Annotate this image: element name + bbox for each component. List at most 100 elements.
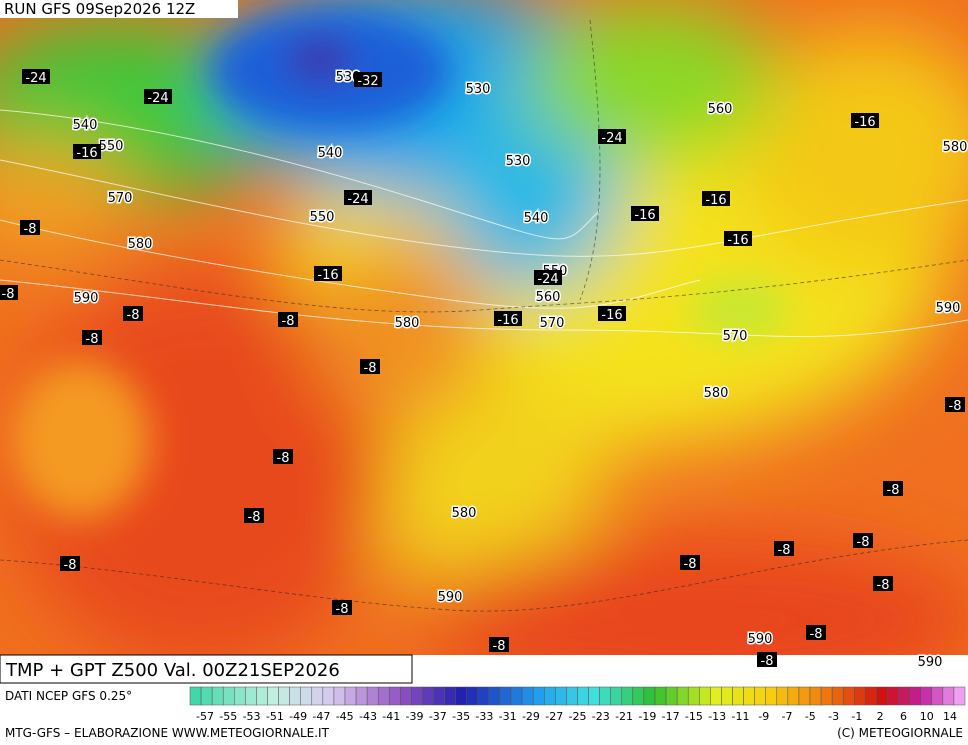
colorbar-label: -23 bbox=[592, 710, 610, 723]
colorbar-swatch bbox=[732, 686, 744, 706]
colorbar-swatch bbox=[333, 686, 346, 706]
colorbar-label: -55 bbox=[219, 710, 237, 723]
colorbar-swatch bbox=[942, 686, 955, 706]
credit-label: MTG-GFS – ELABORAZIONE WWW.METEOGIORNALE… bbox=[5, 726, 330, 740]
colorbar-swatch bbox=[189, 686, 202, 706]
colorbar-swatch bbox=[765, 686, 778, 706]
colorbar-swatch bbox=[599, 686, 611, 706]
colorbar-swatch bbox=[621, 686, 634, 706]
label-box bbox=[945, 397, 965, 412]
colorbar-swatch bbox=[355, 686, 368, 706]
label-box bbox=[598, 306, 626, 321]
colorbar-label: -33 bbox=[475, 710, 493, 723]
label-box bbox=[332, 600, 352, 615]
temperature-label: -16 bbox=[601, 308, 622, 323]
label-box bbox=[598, 129, 626, 144]
height-label: 530 bbox=[506, 154, 531, 169]
height-label: 540 bbox=[524, 211, 549, 226]
label-box bbox=[806, 625, 826, 640]
colorbar-label: -13 bbox=[708, 710, 726, 723]
colorbar-swatch bbox=[510, 686, 523, 706]
source-label: DATI NCEP GFS 0.25° bbox=[5, 689, 132, 703]
colorbar-swatch bbox=[820, 686, 833, 706]
colorbar-swatch bbox=[466, 686, 479, 706]
colorbar-swatch bbox=[643, 686, 656, 706]
temperature-label: -8 bbox=[86, 332, 99, 347]
label-box bbox=[22, 69, 50, 84]
temperature-label: -8 bbox=[127, 308, 140, 323]
label-box bbox=[273, 449, 293, 464]
colorbar-swatch bbox=[278, 686, 290, 706]
colorbar-swatch bbox=[234, 686, 246, 706]
label-box bbox=[534, 270, 562, 285]
copyright-label: (C) METEOGIORNALE bbox=[837, 726, 963, 740]
label-box bbox=[123, 306, 143, 321]
colorbar-label: -53 bbox=[243, 710, 261, 723]
label-box bbox=[344, 190, 372, 205]
colorbar-swatch bbox=[665, 686, 678, 706]
colorbar-swatch bbox=[676, 686, 689, 706]
colorbar-swatch bbox=[344, 686, 357, 706]
label-box bbox=[73, 144, 101, 159]
label-box bbox=[680, 555, 700, 570]
colorbar-label: -39 bbox=[406, 710, 424, 723]
run-label: RUN GFS 09Sep2026 12Z bbox=[4, 0, 195, 18]
label-box bbox=[360, 359, 380, 374]
height-label: 550 bbox=[310, 210, 335, 225]
height-label: 570 bbox=[723, 329, 748, 344]
colorbar-swatch bbox=[422, 686, 434, 706]
map-title: TMP + GPT Z500 Val. 00Z21SEP2026 bbox=[5, 660, 340, 681]
colorbar-label: -49 bbox=[289, 710, 307, 723]
colorbar-swatch bbox=[610, 686, 623, 706]
height-label: 550 bbox=[99, 139, 124, 154]
label-box bbox=[883, 481, 903, 496]
colorbar-swatch bbox=[289, 686, 301, 706]
colorbar-label: -9 bbox=[758, 710, 769, 723]
colorbar-swatch bbox=[200, 686, 213, 706]
height-label: 580 bbox=[452, 506, 477, 521]
colorbar-swatch bbox=[687, 686, 700, 706]
height-label: 580 bbox=[943, 140, 968, 155]
colorbar-swatch bbox=[455, 686, 468, 706]
label-box bbox=[631, 206, 659, 221]
label-box bbox=[873, 576, 893, 591]
colorbar-swatch bbox=[699, 686, 711, 706]
temperature-label: -8 bbox=[877, 578, 890, 593]
colorbar-swatch bbox=[400, 686, 412, 706]
colorbar-label: -29 bbox=[522, 710, 540, 723]
height-label: 560 bbox=[708, 102, 733, 117]
label-box bbox=[489, 637, 509, 652]
colorbar-swatch bbox=[477, 686, 490, 706]
label-box bbox=[244, 508, 264, 523]
colorbar-swatch bbox=[499, 686, 512, 706]
label-box bbox=[702, 191, 730, 206]
temperature-label: -8 bbox=[887, 483, 900, 498]
colorbar-swatch bbox=[632, 686, 645, 706]
colorbar-swatch bbox=[322, 686, 335, 706]
label-box bbox=[494, 311, 522, 326]
height-label: 580 bbox=[704, 386, 729, 401]
colorbar-label: -5 bbox=[805, 710, 816, 723]
temperature-label: -16 bbox=[727, 233, 748, 248]
colorbar-label: 10 bbox=[920, 710, 934, 723]
temperature-label: -8 bbox=[810, 627, 823, 642]
height-label: 530 bbox=[466, 82, 491, 97]
temperature-label: -16 bbox=[497, 313, 518, 328]
colorbar-label: -51 bbox=[266, 710, 284, 723]
height-label: 570 bbox=[540, 316, 565, 331]
colorbar-label: -45 bbox=[336, 710, 354, 723]
colorbar-swatch bbox=[300, 686, 313, 706]
colorbar-swatch bbox=[411, 686, 423, 706]
colorbar-swatch bbox=[544, 686, 556, 706]
colorbar-swatch bbox=[876, 686, 888, 706]
colorbar-label: 14 bbox=[943, 710, 957, 723]
height-label: 540 bbox=[73, 118, 98, 133]
colorbar-swatch bbox=[245, 686, 257, 706]
colorbar-label: -57 bbox=[196, 710, 214, 723]
height-label: 580 bbox=[128, 237, 153, 252]
height-label: 590 bbox=[918, 655, 943, 670]
colorbar-swatch bbox=[588, 686, 600, 706]
colorbar-label: -37 bbox=[429, 710, 447, 723]
colorbar-swatch bbox=[909, 686, 921, 706]
